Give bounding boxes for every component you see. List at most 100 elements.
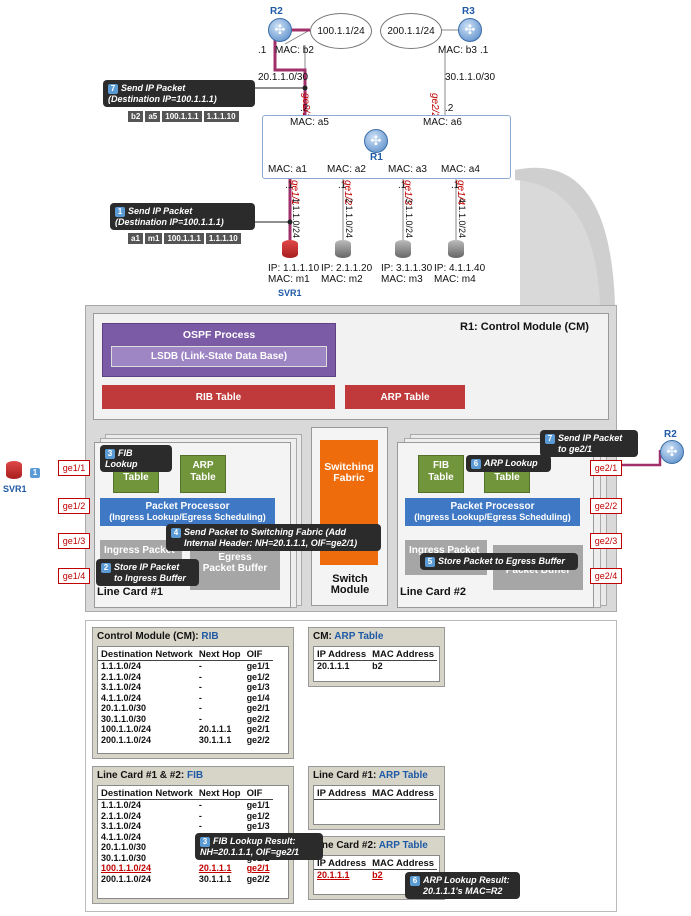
net-200-label: 200.1.1/24 (387, 25, 435, 37)
step-number: 6 (410, 876, 420, 886)
r1-dot2-right: .2 (445, 103, 454, 114)
fib-label: FIB (432, 460, 450, 471)
callout-text: ARP Lookup (484, 458, 538, 468)
step-number: 5 (425, 557, 435, 567)
packet-field: 1.1.1.10 (203, 111, 239, 122)
packet-field: a1 (128, 233, 143, 244)
pp-sublabel: (Ingress Lookup/Egress Scheduling) (109, 512, 266, 522)
callout-text: FIB Lookup Result: (213, 836, 296, 846)
table-cell: 1.1.1.0/24 (101, 661, 142, 671)
port-ge2-3[interactable]: ge2/3 (590, 533, 622, 549)
fib-table-title: Line Card #1 & #2: FIB (97, 770, 289, 781)
table-cell: 2.1.1.0/24 (101, 671, 142, 682)
r1-dot2-left: .2 (300, 103, 309, 114)
server-name-label: SVR1 (278, 288, 302, 298)
step-number: 4 (171, 528, 181, 538)
title-suffix: ARP Table (378, 770, 428, 781)
fabric-label: Switching (324, 461, 374, 473)
cm-arp-table: IP Address MAC Address 20.1.1.1 b2 (313, 646, 440, 682)
table-cell: 30.1.1.0/30 (101, 852, 147, 863)
callout-step5: 5 Store Packet to Egress Buffer (420, 553, 578, 570)
switch-label: Switch (332, 573, 368, 585)
table-row: 20.1.1.1 b2 (314, 870, 437, 881)
ospf-label: OSPF Process (182, 329, 256, 341)
r3-mac: MAC: b3 (438, 45, 477, 56)
port-ge1-1[interactable]: ge1/1 (58, 460, 90, 476)
callout-text: to Ingress Buffer (114, 573, 186, 583)
packet-field: m1 (144, 233, 163, 244)
svr1-left-label: SVR1 (3, 484, 27, 494)
port-ge2-1[interactable]: ge2/1 (590, 460, 622, 476)
cm-arp-table-box: ARP Table (345, 385, 465, 409)
lc2-arp-table-title: Line Card #2: ARP Table (313, 840, 440, 851)
lc1-label: Line Card #1 (97, 586, 164, 598)
svr1-database-icon (6, 461, 22, 479)
table-row: 20.1.1.0/30 - ge2/1 (98, 703, 273, 714)
callout-step7: 7 Send IP Packet to ge2/1 (540, 430, 638, 457)
port-ge2-2[interactable]: ge2/2 (590, 498, 622, 514)
cm-arp-table-panel: CM: ARP Table IP Address MAC Address 20.1.… (308, 627, 445, 687)
net-100-label: 100.1.1/24 (317, 25, 365, 37)
lc2-packet-processor: Packet Processor (Ingress Lookup/Egress … (405, 498, 580, 526)
table-cell: 200.1.1.0/24 (101, 734, 152, 745)
server-subnet-label: 2.1.1.0/24 (344, 198, 354, 239)
mac-a1: MAC: a1 (268, 164, 307, 175)
lc1-arp-table-panel: Line Card #1: ARP Table IP Address MAC Ad… (308, 766, 445, 830)
server-database-icon (448, 240, 464, 258)
table-cell: 1.1.1.0/24 (101, 800, 142, 810)
port-ge1-4[interactable]: ge1/4 (58, 568, 90, 584)
table-cell: 3.1.1.0/24 (101, 682, 142, 692)
fib-label: Table (428, 472, 454, 483)
server-ip-label: IP: 3.1.1.30 (381, 263, 433, 274)
egress-label: Packet Buffer (202, 563, 268, 574)
table-cell: - (198, 682, 202, 692)
r1-label: R1 (370, 152, 383, 163)
lc1-arp-table: ARP Table (180, 455, 226, 493)
table-row: 100.1.1.0/24 20.1.1.1 ge2/1 (98, 863, 273, 874)
callout-text: Send IP Packet (558, 433, 623, 443)
egress-label: Egress (218, 552, 252, 563)
server-ip-label: IP: 4.1.1.40 (434, 263, 486, 274)
port-ge1-2[interactable]: ge1/2 (58, 498, 90, 514)
packet-field: 100.1.1.1 (164, 233, 204, 244)
callout-text: Send IP Packet (128, 206, 193, 216)
lsdb-label: LSDB (Link-State Data Base) (150, 351, 288, 362)
column-header: MAC Address (369, 647, 438, 661)
port-ge2-4[interactable]: ge2/4 (590, 568, 622, 584)
callout-step1-top: 1 Send IP Packet (Destination IP=100.1.1.… (110, 203, 255, 230)
lc2-label: Line Card #2 (400, 586, 467, 598)
title-prefix: Line Card #1 & #2: (97, 770, 188, 781)
r2-dot1: .1 (258, 45, 267, 56)
table-cell: b2 (372, 870, 383, 880)
pp-label: Packet Processor (450, 501, 535, 512)
server-mac-label: MAC: m3 (381, 274, 423, 285)
table-cell: 100.1.1.0/24 (101, 863, 152, 873)
fabric-label: Fabric (333, 472, 365, 484)
callout-text: FIB Lookup (105, 448, 138, 469)
pp-label: Packet Processor (145, 501, 230, 512)
packet-header-bottom: a1 m1 100.1.1.1 1.1.1.10 (128, 233, 241, 244)
step-number: 1 (115, 207, 125, 217)
table-cell: - (198, 800, 202, 810)
callout-text: (Destination IP=100.1.1.1) (115, 217, 224, 227)
table-cell: - (198, 810, 202, 821)
switch-label: Module (330, 584, 370, 596)
port-ge1-3[interactable]: ge1/3 (58, 533, 90, 549)
callout-arp-result: 6 ARP Lookup Result: 20.1.1.1's MAC=R2 (405, 872, 520, 899)
table-row: 30.1.1.0/30 - ge2/2 (98, 714, 273, 725)
callout-step4: 4 Send Packet to Switching Fabric (Add In… (166, 524, 381, 551)
table-header-row: IP Address MAC Address (314, 786, 438, 800)
fib-label: Table (123, 472, 149, 483)
lsdb-box: LSDB (Link-State Data Base) (111, 346, 327, 367)
rib-table: Destination Network Next Hop OIF 1.1.1.0/24… (97, 646, 289, 754)
column-header: MAC Address (369, 856, 438, 870)
title-prefix: Line Card #1: (313, 770, 379, 781)
table-row: 2.1.1.0/24 - ge1/2 (98, 672, 273, 683)
r2-router-icon: ✣ (268, 18, 292, 42)
table-cell: 30.1.1.1 (198, 734, 232, 745)
server-ip-label: IP: 2.1.1.20 (321, 263, 373, 274)
table-cell: ge2/2 (246, 734, 270, 745)
table-cell: 30.1.1.0/30 (101, 713, 147, 724)
title-suffix: RIB (201, 631, 219, 642)
table-cell: 20.1.1.0/30 (101, 703, 147, 713)
